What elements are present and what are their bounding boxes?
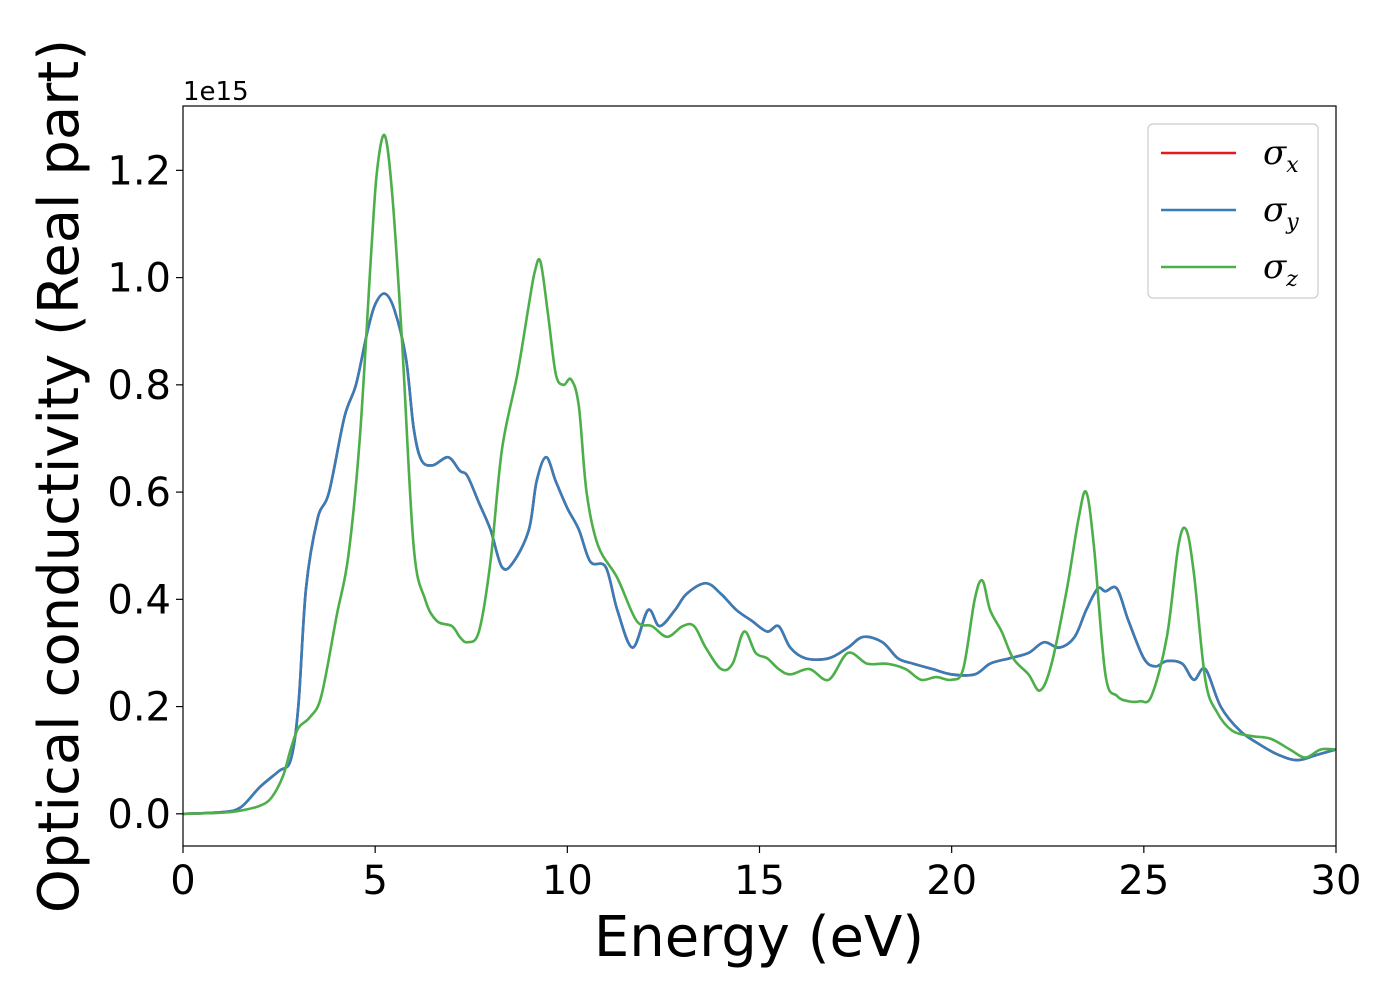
y-offset-label: 1e15 [183,77,249,107]
legend-label: σz [1263,247,1298,292]
x-tick-label: 15 [734,858,785,904]
y-tick-label: 1.0 [107,256,171,302]
x-axis-title: Energy (eV) [594,905,924,970]
y-tick-label: 0.8 [107,363,171,409]
series-line-3 [182,133,1337,816]
series-line-2 [182,292,1337,816]
legend-label: σy [1263,190,1299,235]
x-tick-label: 25 [1118,858,1169,904]
x-tick-label: 10 [542,858,593,904]
x-tick-label: 30 [1311,858,1362,904]
legend-label: σx [1263,133,1299,178]
y-axis-title: Optical conductivity (Real part) [27,39,92,913]
y-axis-ticks: 0.0 0.2 0.4 0.6 0.8 1.0 1.2 [107,148,183,838]
x-axis-ticks: 0 5 10 15 20 25 30 [170,846,1361,904]
y-tick-label: 1.2 [107,148,171,194]
x-tick-label: 0 [170,858,195,904]
legend: σx σy σz [1147,123,1319,299]
series-layer [182,133,1337,816]
series-line-1 [182,292,1337,816]
y-tick-label: 0.0 [107,792,171,838]
x-tick-label: 20 [926,858,977,904]
y-tick-label: 0.6 [107,470,171,516]
y-tick-label: 0.2 [107,685,171,731]
x-tick-label: 5 [362,858,387,904]
y-tick-label: 0.4 [107,577,171,623]
